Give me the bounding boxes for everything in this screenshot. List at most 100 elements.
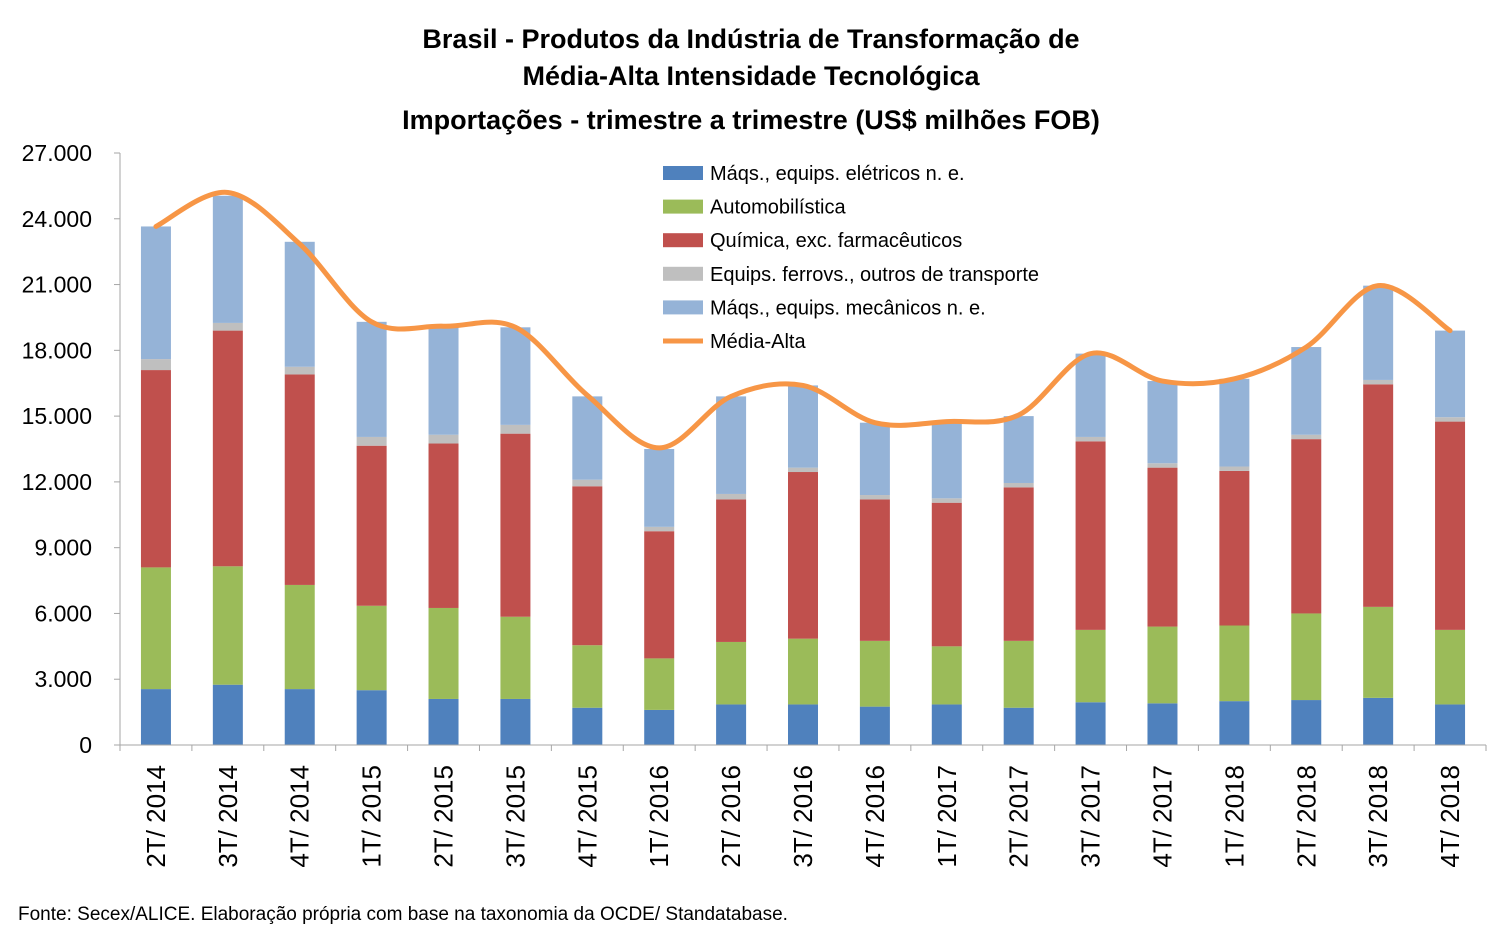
bar-segment (1219, 701, 1250, 745)
bar-segment (1003, 416, 1034, 483)
bar-segment (1435, 704, 1466, 745)
y-tick-label: 0 (79, 732, 92, 758)
bar-segment (428, 443, 459, 608)
bar-segment (572, 707, 603, 745)
bar-segment (716, 493, 747, 500)
bar-segment (1219, 470, 1250, 626)
bar-segment (212, 195, 243, 323)
bar-segment (572, 645, 603, 708)
bar-segment (931, 421, 962, 499)
x-tick-label: 2T/ 2015 (429, 765, 459, 868)
bar-segment (500, 698, 531, 745)
bar-segment (428, 434, 459, 444)
bar-segment (500, 327, 531, 425)
legend-swatch (663, 166, 703, 180)
x-tick-label: 2T/ 2018 (1291, 765, 1321, 868)
bar-segment (788, 467, 818, 473)
bar-segment (572, 396, 603, 480)
bar-segment (140, 689, 171, 745)
bar-segment (212, 322, 243, 331)
chart-title-line-2: Média-Alta Intensidade Tecnológica (522, 61, 980, 91)
bar-segment (1147, 467, 1178, 627)
bar-segment (1363, 379, 1394, 385)
chart-title: Brasil - Produtos da Indústria de Transf… (402, 24, 1100, 135)
x-tick-label: 4T/ 2015 (572, 765, 602, 868)
bar-segment (1363, 697, 1394, 745)
bar-segment (1435, 330, 1466, 418)
bar-segment (212, 330, 243, 567)
bar-segment (284, 366, 315, 375)
bar-segment (140, 370, 171, 568)
bar-segment (716, 641, 747, 705)
x-tick-label: 3T/ 2016 (788, 765, 818, 868)
bar-segment (356, 321, 387, 437)
y-tick-label: 12.000 (22, 469, 92, 495)
bar-segment (1003, 482, 1034, 488)
x-tick-label: 2T/ 2017 (1004, 765, 1034, 868)
bar-segment (1435, 417, 1466, 422)
y-tick-label: 6.000 (34, 600, 92, 626)
bar-segment (140, 226, 171, 360)
bar-segment (1075, 629, 1106, 703)
bar-segment (284, 241, 315, 367)
bar-segment (500, 433, 531, 617)
x-tick-label: 3T/ 2018 (1363, 765, 1393, 868)
bar-segment (1363, 285, 1394, 380)
x-tick-label: 3T/ 2014 (213, 765, 243, 868)
y-tick-label: 9.000 (34, 535, 92, 561)
chart-title-line-1: Brasil - Produtos da Indústria de Transf… (422, 24, 1079, 54)
bar-segment (1147, 463, 1178, 468)
source-note: Fonte: Secex/ALICE. Elaboração própria c… (18, 904, 788, 925)
legend-label: Máqs., equips. elétricos n. e. (710, 163, 965, 185)
legend-label: Automobilística (710, 197, 846, 219)
bar-segment (356, 436, 387, 446)
bar-segment (1003, 487, 1034, 641)
bar-segment (356, 605, 387, 691)
bar-segment (1003, 640, 1034, 708)
bar-segment (859, 640, 890, 707)
bar-segment (1291, 434, 1322, 440)
y-tick-label: 18.000 (22, 337, 92, 363)
bar-segment (356, 690, 387, 745)
bar-segment (140, 359, 171, 371)
bar-segment (1003, 707, 1034, 745)
bar-segment (428, 698, 459, 745)
bar-segment (428, 326, 459, 435)
bar-segment (931, 704, 962, 745)
bar-segment (788, 385, 818, 468)
bar-segment (644, 526, 675, 532)
y-tick-label: 24.000 (22, 206, 92, 232)
bar-segment (1291, 700, 1322, 745)
bar-segment (859, 422, 890, 496)
bar-segment (788, 704, 818, 745)
bar-segment (500, 616, 531, 699)
bar-segment (1435, 421, 1466, 630)
bar-segment (1075, 702, 1106, 745)
bar-segment (1291, 439, 1322, 614)
bar-segment (284, 689, 315, 745)
bar-segment (1219, 378, 1250, 467)
x-tick-label: 4T/ 2016 (860, 765, 890, 868)
line-series-layer (153, 189, 1453, 451)
bar-segment (140, 567, 171, 690)
bar-segment (500, 424, 531, 434)
legend-label: Equips. ferrovs., outros de transporte (710, 264, 1039, 286)
bar-segment (572, 479, 603, 487)
x-tick-label: 2T/ 2014 (141, 765, 171, 868)
x-tick-label: 1T/ 2016 (644, 765, 674, 868)
legend: Máqs., equips. elétricos n. e. Automobilí… (663, 163, 1039, 353)
bar-segment (1291, 347, 1322, 435)
legend-label: Máqs., equips. mecânicos n. e. (710, 297, 986, 319)
line-series-media-alta (153, 189, 1453, 451)
x-tick-label: 4T/ 2014 (285, 765, 315, 868)
legend-label: Química, exc. farmacêuticos (710, 230, 962, 252)
legend-label: Média-Alta (710, 331, 806, 353)
y-tick-label: 15.000 (22, 403, 92, 429)
bar-segment (428, 607, 459, 699)
x-tick-label: 3T/ 2015 (500, 765, 530, 868)
bar-segment (931, 502, 962, 647)
bar-segment (788, 638, 818, 705)
bar-segment (356, 445, 387, 606)
bar-segment (859, 495, 890, 500)
